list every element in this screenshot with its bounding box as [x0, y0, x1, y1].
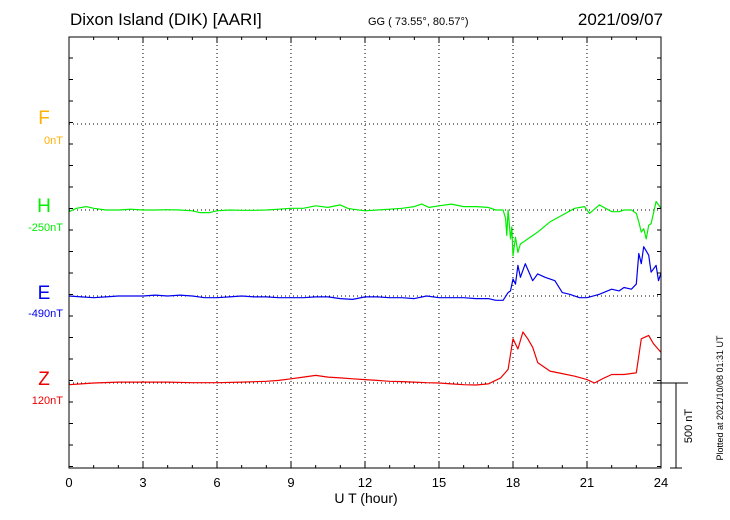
x-tick-label: 12 [358, 475, 372, 490]
scale-bar: 500 nT [653, 382, 695, 469]
series-baseline-h: -250nT [28, 222, 63, 234]
x-tick-label: 15 [432, 475, 446, 490]
trace-e [68, 246, 662, 301]
x-tick-label: 18 [506, 475, 520, 490]
x-tick-label: 6 [213, 475, 220, 490]
plotted-timestamp: Plotted at 2021/10/08 01:31 UT [715, 335, 725, 461]
scale-bar-label: 500 nT [683, 409, 695, 444]
series-baseline-f: 0nT [44, 135, 63, 147]
series-baseline-z: 120nT [32, 395, 63, 407]
x-tick-label: 3 [139, 475, 146, 490]
series-name-h: H [37, 196, 51, 217]
trace-h [68, 200, 662, 257]
series-name-z: Z [38, 369, 50, 390]
x-axis-label: U T (hour) [334, 490, 397, 506]
x-tick-label: 21 [580, 475, 594, 490]
series-name-f: F [38, 108, 50, 129]
series-baseline-e: -490nT [28, 308, 63, 320]
x-tick-label: 9 [287, 475, 294, 490]
x-tick-label: 0 [65, 475, 72, 490]
station-coordinates: GG ( 73.55°, 80.57°) [368, 16, 469, 28]
chart-date: 2021/09/07 [577, 10, 663, 29]
x-axis-ticks: 0 3 6 9 12 15 18 21 24 [65, 37, 668, 490]
x-tick-label: 24 [654, 475, 668, 490]
series-labels: F 0nT H -250nT E -490nT Z 120nT [28, 108, 63, 407]
series-name-e: E [38, 283, 51, 304]
trace-z [68, 331, 662, 386]
grid-lines [69, 37, 661, 468]
data-traces [68, 200, 662, 386]
station-title: Dixon Island (DIK) [AARI] [70, 10, 262, 29]
